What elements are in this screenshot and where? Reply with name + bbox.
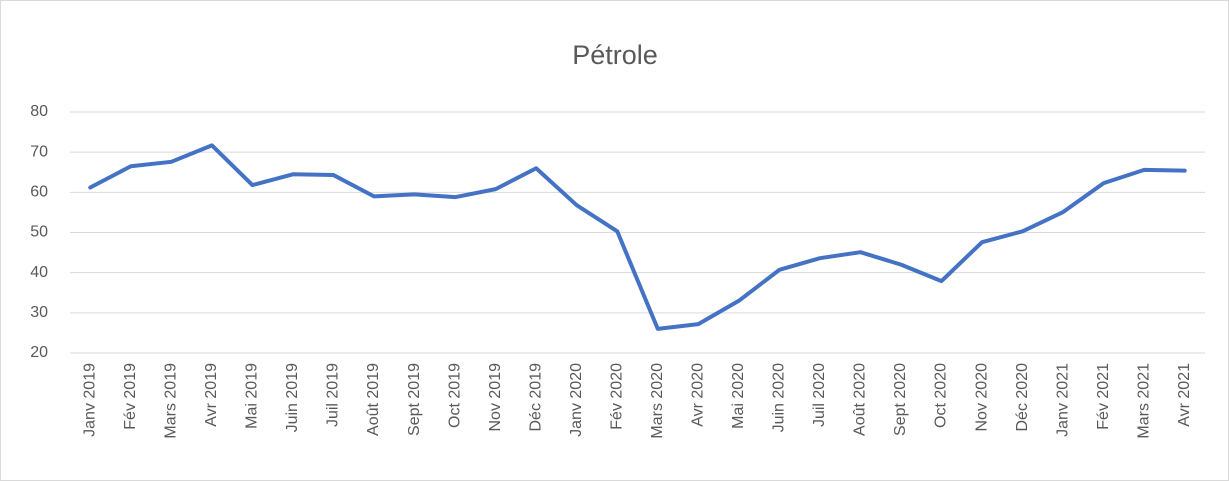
y-tick-label: 80 bbox=[30, 103, 48, 120]
y-tick-label: 70 bbox=[30, 143, 48, 160]
x-tick-label: Avr 2020 bbox=[690, 363, 707, 427]
y-tick-label: 20 bbox=[30, 344, 48, 361]
y-tick-label: 50 bbox=[30, 224, 48, 241]
x-tick-label: Mars 2021 bbox=[1135, 363, 1152, 439]
x-tick-label: Fév 2021 bbox=[1095, 363, 1112, 430]
x-tick-label: Août 2020 bbox=[852, 363, 869, 436]
x-tick-label: Janv 2020 bbox=[568, 363, 585, 437]
x-tick-label: Juil 2020 bbox=[811, 363, 828, 427]
x-tick-label: Janv 2019 bbox=[81, 363, 98, 437]
x-tick-label: Fév 2020 bbox=[608, 363, 625, 430]
x-tick-label: Juin 2020 bbox=[771, 363, 788, 432]
data-line bbox=[88, 143, 1187, 331]
x-tick-label: Mai 2019 bbox=[244, 363, 261, 429]
x-tick-label: Déc 2020 bbox=[1014, 363, 1031, 432]
x-tick-label: Juil 2019 bbox=[325, 363, 342, 427]
x-tick-label: Sept 2019 bbox=[406, 363, 423, 436]
x-tick-label: Sept 2020 bbox=[892, 363, 909, 436]
x-tick-label: Mars 2020 bbox=[649, 363, 666, 439]
x-tick-label: Août 2019 bbox=[365, 363, 382, 436]
x-tick-label: Oct 2020 bbox=[933, 363, 950, 428]
x-tick-label: Nov 2020 bbox=[973, 363, 990, 432]
x-tick-label: Janv 2021 bbox=[1054, 363, 1071, 437]
x-tick-label: Avr 2021 bbox=[1176, 363, 1193, 427]
x-tick-label: Fév 2019 bbox=[122, 363, 139, 430]
x-tick-label: Mai 2020 bbox=[730, 363, 747, 429]
x-tick-label: Déc 2019 bbox=[527, 363, 544, 432]
x-tick-label: Nov 2019 bbox=[487, 363, 504, 432]
x-tick-label: Juin 2019 bbox=[284, 363, 301, 432]
y-tick-label: 30 bbox=[30, 304, 48, 321]
x-tick-label: Oct 2019 bbox=[446, 363, 463, 428]
y-tick-label: 60 bbox=[30, 184, 48, 201]
y-tick-label: 40 bbox=[30, 264, 48, 281]
x-tick-label: Mars 2019 bbox=[163, 363, 180, 439]
chart-title: Pétrole bbox=[572, 40, 658, 70]
x-tick-label: Avr 2019 bbox=[203, 363, 220, 427]
